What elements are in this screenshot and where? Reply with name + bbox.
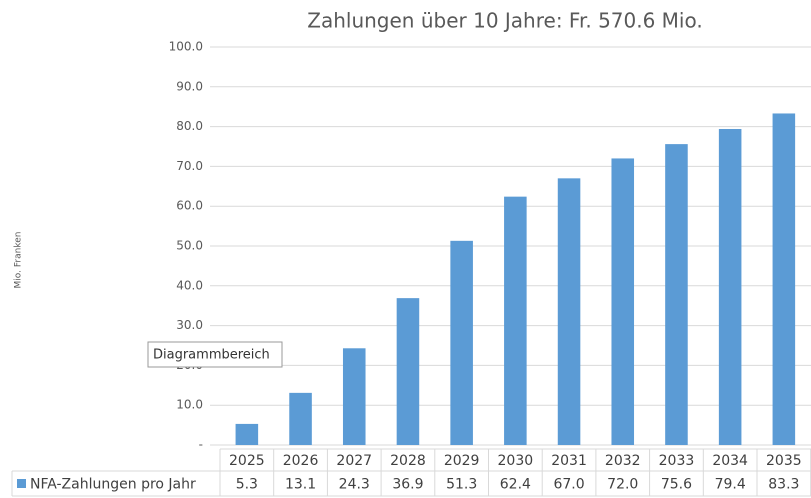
- y-tick-label: 40.0: [176, 278, 203, 292]
- bar: [235, 423, 259, 445]
- x-tick-label: 2031: [551, 453, 587, 469]
- bar: [504, 196, 527, 445]
- y-tick-label: -: [199, 438, 203, 452]
- table-value: 5.3: [236, 477, 258, 493]
- x-tick-label: 2029: [444, 453, 480, 469]
- bar: [289, 392, 312, 445]
- y-axis-label: Mio. Franken: [14, 232, 24, 289]
- bar: [665, 144, 688, 445]
- table-value: 13.1: [285, 477, 316, 493]
- bar: [450, 240, 473, 445]
- table-value: 62.4: [500, 477, 531, 493]
- x-tick-label: 2027: [336, 453, 372, 469]
- bar: [396, 298, 420, 445]
- table-value: 24.3: [339, 477, 370, 493]
- table-value: 79.4: [715, 477, 746, 493]
- table-value: 72.0: [607, 477, 638, 493]
- y-tick-label: 30.0: [176, 318, 203, 332]
- x-tick-label: 2032: [605, 453, 641, 469]
- chart-title: Zahlungen über 10 Jahre: Fr. 570.6 Mio.: [307, 9, 702, 33]
- bar: [611, 158, 635, 445]
- x-tick-label: 2035: [766, 453, 802, 469]
- bar: [772, 113, 796, 445]
- table-value: 51.3: [446, 477, 477, 493]
- table-value: 75.6: [661, 477, 692, 493]
- legend-swatch: [17, 479, 26, 488]
- tooltip-text: Diagrammbereich: [153, 348, 270, 363]
- x-tick-label: 2025: [229, 453, 265, 469]
- x-tick-label: 2030: [498, 453, 534, 469]
- table-value: 36.9: [392, 477, 423, 493]
- y-tick-label: 60.0: [176, 199, 203, 213]
- x-tick-label: 2026: [283, 453, 319, 469]
- x-tick-label: 2028: [390, 453, 426, 469]
- table-value: 83.3: [768, 477, 799, 493]
- x-tick-label: 2033: [659, 453, 695, 469]
- y-tick-label: 80.0: [176, 119, 203, 133]
- y-tick-label: 50.0: [176, 239, 203, 253]
- legend-label: NFA-Zahlungen pro Jahr: [30, 477, 196, 493]
- tooltip-box: [147, 341, 283, 368]
- bar: [718, 128, 742, 445]
- y-tick-label: 70.0: [176, 159, 203, 173]
- y-tick-label: 10.0: [176, 398, 203, 412]
- y-tick-label: 90.0: [176, 79, 203, 93]
- bar: [342, 348, 366, 445]
- y-tick-label: 100.0: [169, 40, 203, 54]
- x-tick-label: 2034: [712, 453, 748, 469]
- table-value: 67.0: [553, 477, 584, 493]
- bar: [557, 178, 581, 445]
